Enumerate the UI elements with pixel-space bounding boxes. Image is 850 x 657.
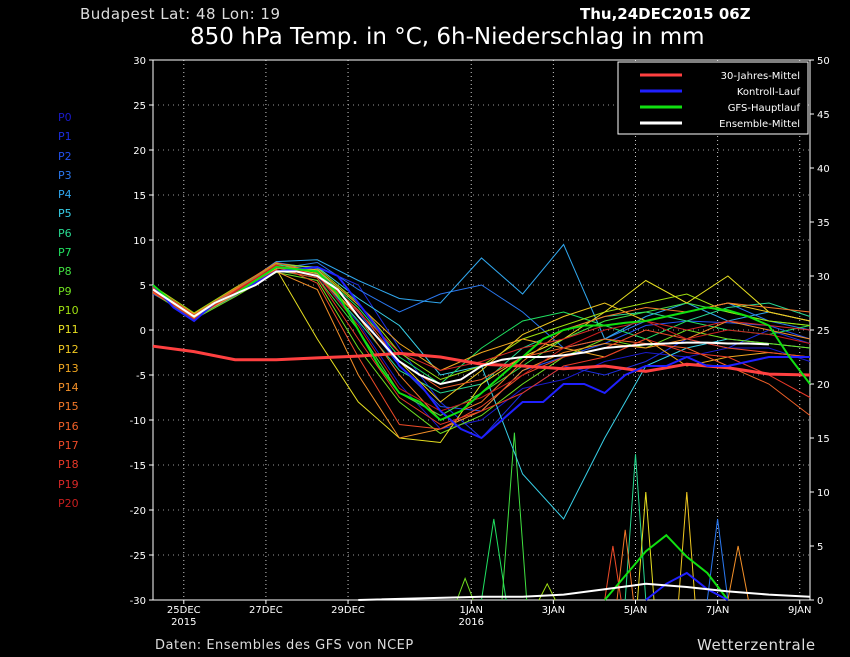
y-left-tick-label: -25 [130, 551, 146, 562]
precip-spike-p14 [727, 545, 749, 601]
y-left-tick-label: 10 [133, 236, 146, 247]
member-label-p10: P10 [58, 303, 79, 317]
series-line-gfs-hauptlauf [152, 265, 811, 422]
member-line-p7 [152, 263, 811, 385]
precip-spike-p9 [456, 576, 474, 601]
y-right-tick-label: 45 [817, 110, 830, 121]
series-line-30-jahres-mittel [152, 344, 811, 377]
y-right-tick-label: 35 [817, 218, 830, 229]
x-tick-label: 5JAN [624, 605, 647, 616]
member-label-p18: P18 [58, 458, 79, 472]
precip-spike-p15 [616, 529, 634, 601]
member-line-p20 [152, 264, 811, 412]
member-label-p8: P8 [58, 265, 72, 279]
y-left-tick-label: -20 [130, 506, 146, 517]
member-label-p17: P17 [58, 439, 79, 453]
member-label-p9: P9 [58, 284, 72, 298]
y-left-tick-label: -30 [130, 596, 146, 607]
precip-spike-p8 [501, 432, 528, 601]
member-label-p16: P16 [58, 419, 79, 433]
x-tick-sublabel: 2015 [171, 617, 196, 628]
member-label-p3: P3 [58, 168, 72, 182]
y-right-tick-label: 40 [817, 164, 830, 175]
precip-spike-p7 [481, 518, 507, 601]
x-tick-label: 25DEC [167, 605, 201, 616]
y-left-tick-label: -5 [136, 371, 146, 382]
precip-spike-p11 [637, 491, 655, 601]
location-label: Budapest Lat: 48 Lon: 19 [80, 5, 281, 23]
member-label-p15: P15 [58, 400, 79, 414]
member-label-p19: P19 [58, 477, 79, 491]
member-line-p17 [152, 263, 811, 430]
data-source-note: Daten: Ensembles des GFS von NCEP [155, 638, 414, 653]
series-line-ensemble-mittel [152, 270, 769, 386]
precip-spike-p12 [678, 491, 696, 601]
precip-line-kontroll-lauf [645, 571, 729, 601]
legend-label: 30-Jahres-Mittel [721, 71, 800, 82]
y-right-tick-label: 25 [817, 326, 830, 337]
y-left-tick-label: 5 [140, 281, 146, 292]
legend-label: Ensemble-Mittel [719, 119, 800, 130]
y-left-tick-label: 0 [140, 326, 146, 337]
member-label-p12: P12 [58, 342, 79, 356]
x-tick-label: 7JAN [706, 605, 729, 616]
y-right-tick-label: 15 [817, 434, 830, 445]
y-left-tick-label: 25 [133, 101, 146, 112]
y-right-tick-label: 0 [817, 596, 823, 607]
y-right-tick-label: 5 [817, 542, 823, 553]
member-label-p20: P20 [58, 496, 79, 510]
member-label-p13: P13 [58, 361, 79, 375]
x-tick-label: 1JAN [460, 605, 483, 616]
run-timestamp: Thu,24DEC2015 06Z [580, 5, 751, 23]
ensemble-member-list: P0 P1 P2 P3 P4 P5 P6 P7 P8 P9 P10 P11 P12 P13 P14 P15 P1… [58, 108, 79, 513]
precip-spike-p3 [706, 518, 729, 601]
y-left-tick-label: 20 [133, 146, 146, 157]
y-left-tick-label: -10 [130, 416, 146, 427]
member-line-p18 [152, 269, 811, 426]
chart-title: 850 hPa Temp. in °C, 6h-Niederschlag in … [190, 24, 705, 50]
x-tick-label: 29DEC [331, 605, 365, 616]
member-label-p5: P5 [58, 207, 72, 221]
precip-spike-p17 [604, 545, 622, 601]
y-right-tick-label: 20 [817, 380, 830, 391]
member-label-p7: P7 [58, 246, 72, 260]
legend-label: GFS-Hauptlauf [728, 103, 801, 114]
member-label-p1: P1 [58, 130, 72, 144]
y-right-tick-label: 30 [817, 272, 830, 283]
member-label-p0: P0 [58, 111, 72, 124]
precip-spike-p6 [624, 454, 647, 601]
y-left-tick-label: 30 [133, 56, 146, 67]
y-left-tick-label: 15 [133, 191, 146, 202]
brand-label: Wetterzentrale [697, 636, 816, 654]
member-label-p14: P14 [58, 381, 79, 395]
x-tick-label: 3JAN [542, 605, 565, 616]
plot-frame [152, 59, 811, 601]
member-label-p11: P11 [58, 323, 79, 337]
member-label-p4: P4 [58, 188, 72, 202]
y-left-tick-label: -15 [130, 461, 146, 472]
x-tick-label: 27DEC [249, 605, 283, 616]
x-tick-sublabel: 2016 [459, 617, 484, 628]
precip-line-ensemble-mittel [358, 582, 811, 601]
precip-spike-p10 [538, 582, 556, 601]
y-right-tick-label: 50 [817, 56, 830, 67]
precip-line-gfs-hauptlauf [603, 533, 729, 601]
member-label-p2: P2 [58, 149, 72, 163]
x-tick-label: 9JAN [788, 605, 811, 616]
y-right-tick-label: 10 [817, 488, 830, 499]
legend-label: Kontroll-Lauf [737, 87, 801, 98]
member-label-p6: P6 [58, 226, 72, 240]
